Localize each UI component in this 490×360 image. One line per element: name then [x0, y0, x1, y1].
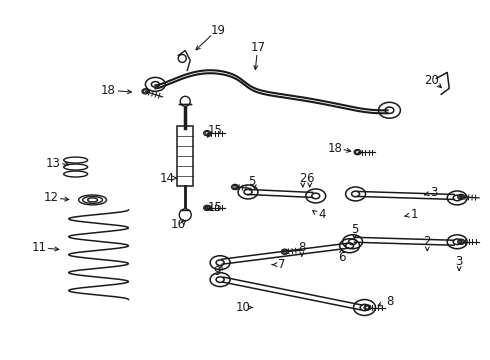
- Text: 9: 9: [213, 265, 221, 278]
- Text: 5: 5: [351, 223, 358, 236]
- Text: 6: 6: [338, 251, 345, 264]
- Text: 20: 20: [424, 74, 439, 87]
- Text: 2: 2: [423, 235, 431, 248]
- Text: 16: 16: [171, 218, 186, 231]
- Text: 18: 18: [101, 84, 116, 97]
- Text: 2: 2: [299, 171, 307, 185]
- Text: 15: 15: [208, 201, 222, 215]
- Text: 8: 8: [386, 295, 393, 308]
- Text: 8: 8: [298, 241, 305, 254]
- Text: 5: 5: [248, 175, 256, 189]
- Text: 14: 14: [160, 171, 175, 185]
- Text: 19: 19: [211, 24, 225, 37]
- Text: 1: 1: [411, 208, 418, 221]
- Text: 12: 12: [43, 192, 58, 204]
- Text: 4: 4: [318, 208, 325, 221]
- Text: 17: 17: [250, 41, 266, 54]
- Text: 3: 3: [456, 255, 463, 268]
- Text: 11: 11: [31, 241, 46, 254]
- Text: 6: 6: [306, 171, 314, 185]
- Text: 3: 3: [431, 186, 438, 199]
- Text: 7: 7: [278, 258, 286, 271]
- Text: 18: 18: [327, 141, 342, 155]
- Text: 15: 15: [208, 124, 222, 137]
- Text: 10: 10: [236, 301, 250, 314]
- Text: 13: 13: [45, 157, 60, 170]
